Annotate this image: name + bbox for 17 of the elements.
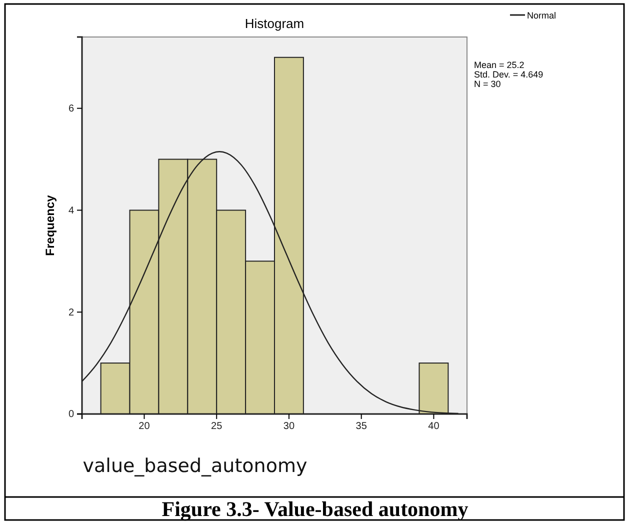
chart-title: Histogram: [244, 16, 304, 31]
text: N = 30: [474, 79, 501, 89]
y-tick-label: 4: [68, 205, 74, 216]
legend-label: Normal: [527, 10, 556, 20]
y-tick-label: 6: [68, 104, 74, 115]
y-tick-label: 0: [68, 409, 74, 420]
x-axis-title: value_based_autonomy: [82, 455, 308, 477]
text: Std. Dev. = 4.649: [474, 70, 544, 80]
x-tick-label: 20: [138, 421, 150, 432]
y-axis-title: Frequency: [43, 194, 57, 256]
caption: Figure 3.3- Value-based autonomy: [162, 497, 469, 521]
y-tick-label: 2: [68, 307, 74, 318]
x-tick-label: 40: [428, 421, 440, 432]
text: Mean = 25.2: [474, 60, 524, 70]
x-tick-label: 35: [356, 421, 368, 432]
x-tick-label: 25: [211, 421, 223, 432]
x-tick-label: 30: [283, 421, 295, 432]
